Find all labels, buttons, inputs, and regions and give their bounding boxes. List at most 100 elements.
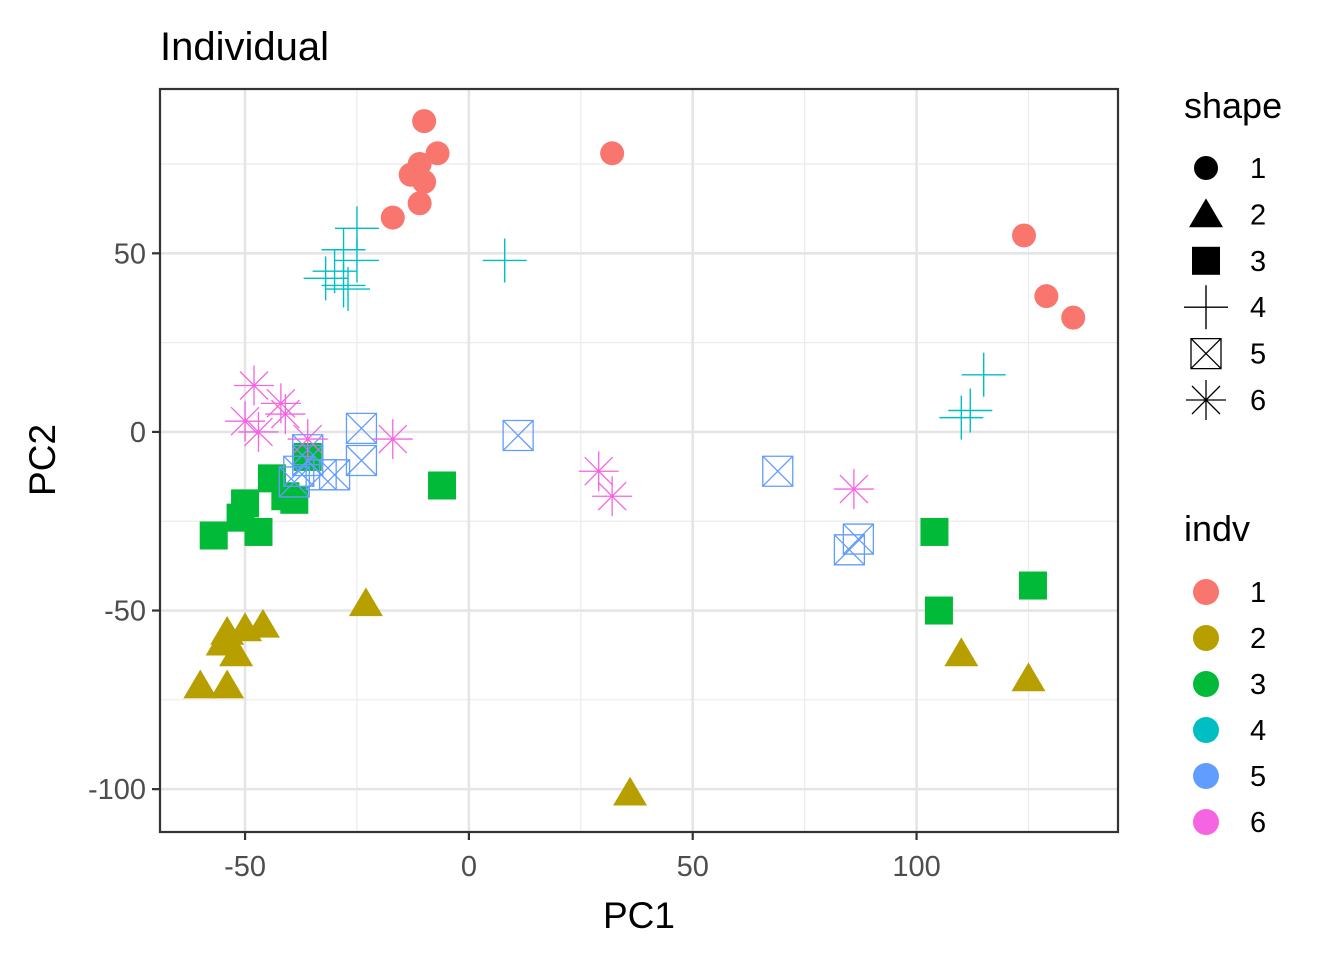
y-tick-label: 50 [114,238,146,270]
series-6 [225,365,874,517]
data-point [600,141,625,166]
data-point [303,256,348,301]
legend-shape-key [1186,380,1226,420]
legend-indv-label: 1 [1250,577,1266,609]
legend-shape-key [1189,198,1223,228]
legend-indv-title: indv [1184,508,1250,549]
grid-major [160,89,1118,832]
data-point [345,412,378,445]
data-point [326,267,371,312]
legend-shape-label: 6 [1250,385,1266,417]
legend-color-key [1193,809,1219,835]
data-point [412,109,437,134]
data-point [482,238,527,283]
data-point [961,352,1006,397]
data-point [238,411,279,452]
y-axis-ticks: -100 -50 0 50 [88,238,160,806]
legend-shape-key [1190,337,1222,370]
data-point [1034,284,1059,309]
x-tick-label: -50 [224,851,266,883]
legend-shape-item: 5 [1190,337,1266,371]
legend-indv-item: 4 [1193,715,1266,747]
data-point [321,263,366,308]
data-points [183,109,1086,806]
data-point [210,669,245,699]
data-point [948,388,993,433]
data-point [265,394,306,435]
legend-color-key [1193,579,1219,605]
data-point [1011,223,1036,248]
data-point [345,444,378,477]
data-point [348,587,383,617]
legend-color-key [1193,763,1219,789]
legend-indv-item: 3 [1193,669,1266,701]
legend-shape-item: 6 [1186,380,1266,420]
data-point [762,455,794,487]
legend-shape-label: 1 [1250,153,1266,185]
legend-color-key [1193,625,1219,651]
data-point [412,169,437,194]
legend-shape-item: 2 [1189,198,1266,231]
data-point [318,459,351,491]
data-point [939,395,984,440]
legend-shape: shape 1 2 3 4 5 6 [1184,85,1282,420]
legend-shape-title: shape [1184,85,1282,126]
data-point [278,466,310,498]
data-point [407,191,432,216]
data-point [924,596,953,625]
data-point [244,517,273,546]
legend-indv-label: 3 [1250,669,1266,701]
legend-shape-key [1194,156,1218,180]
data-point [920,517,949,546]
data-point [613,776,648,806]
data-point [833,469,874,510]
legend-indv-item: 5 [1193,761,1266,793]
series-2 [183,587,1046,806]
legend-indv-label: 2 [1250,623,1266,655]
series-1 [380,109,1086,330]
legend-indv-item: 1 [1193,577,1266,609]
data-point [225,401,266,442]
data-point [428,471,457,500]
data-point [833,534,866,566]
data-point [234,365,275,406]
legend-color-key [1193,671,1219,697]
legend-indv-label: 6 [1250,807,1266,839]
x-axis-ticks: -50 0 50 100 [224,832,941,883]
y-tick-label: 0 [130,417,146,449]
x-tick-label: 50 [677,851,709,883]
data-point [219,637,254,667]
legend-shape-label: 4 [1250,292,1266,324]
y-axis-label: PC2 [22,424,63,496]
legend-shape-item: 4 [1184,285,1266,330]
x-axis-label: PC1 [603,895,675,936]
legend-shape-key [1192,246,1220,275]
series-5 [278,412,875,566]
data-point [334,238,379,283]
data-point [944,637,979,667]
y-tick-label: -50 [104,596,146,628]
data-point [578,451,619,492]
legend-shape-item: 3 [1192,246,1266,278]
data-point [592,476,633,517]
legend-shape-item: 1 [1194,153,1266,185]
x-tick-label: 0 [461,851,477,883]
series-4 [303,206,1006,440]
legend-shape-label: 3 [1250,246,1266,278]
panel-border [158,87,1120,834]
legend-shape-key [1184,285,1228,330]
legend-shape-label: 5 [1250,339,1266,371]
chart-title: Individual [160,25,329,69]
data-point [380,205,405,230]
legend-indv-label: 5 [1250,761,1266,793]
legend-indv-label: 4 [1250,715,1266,747]
x-tick-label: 100 [892,851,940,883]
legend-indv-item: 6 [1193,807,1266,839]
data-point [1018,571,1047,600]
data-point [199,521,228,550]
data-point [1011,662,1046,692]
y-tick-label: -100 [88,774,146,806]
